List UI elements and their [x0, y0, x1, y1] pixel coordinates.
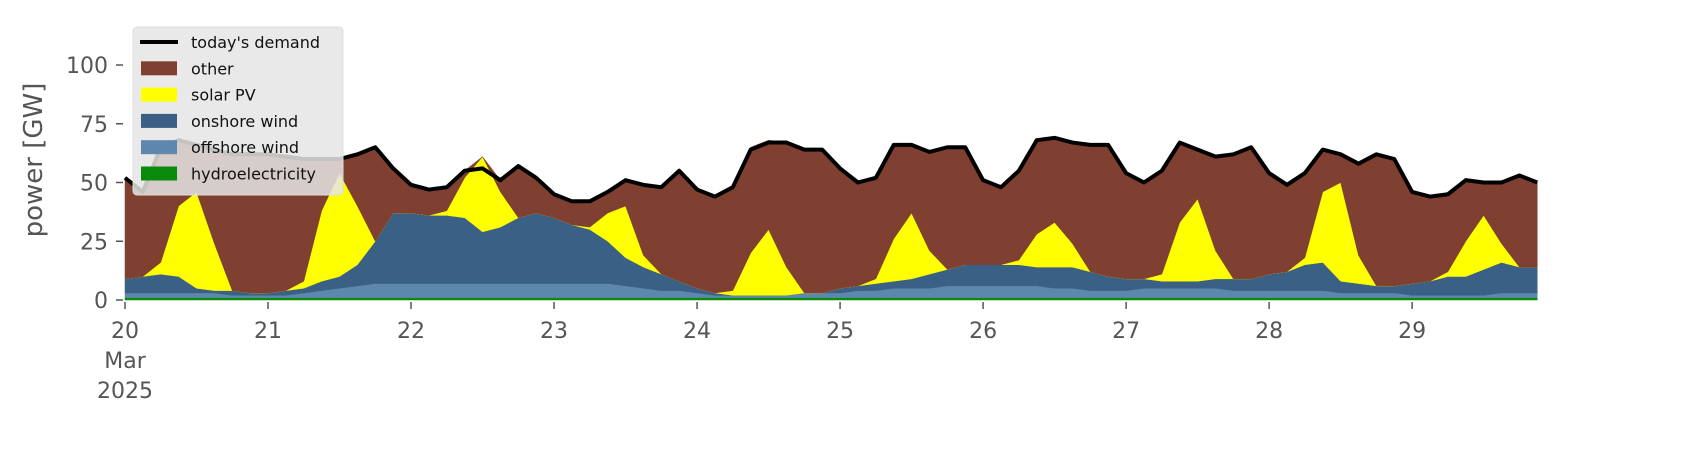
- legend-patch: [141, 166, 177, 181]
- x-tick-label: 23: [540, 319, 568, 344]
- legend-patch: [141, 87, 177, 102]
- y-tick-label: 100: [66, 54, 108, 79]
- y-tick-label: 50: [80, 172, 108, 197]
- x-tick-label: 21: [254, 319, 282, 344]
- legend-box: [132, 26, 344, 196]
- legend-label: offshore wind: [191, 138, 299, 157]
- legend-patch: [141, 113, 177, 128]
- legend-label: today's demand: [191, 33, 320, 52]
- legend-label: onshore wind: [191, 112, 298, 131]
- y-tick-label: 25: [80, 230, 108, 255]
- legend-label: solar PV: [191, 86, 256, 105]
- x-tick-label: 22: [397, 319, 425, 344]
- x-tick-label: 28: [1255, 319, 1283, 344]
- y-axis-label: power [GW]: [19, 83, 49, 238]
- legend-label: hydroelectricity: [191, 165, 316, 184]
- x-tick-label: 20 Mar 2025: [97, 319, 153, 404]
- x-tick-label: 26: [969, 319, 997, 344]
- legend-patch: [141, 140, 177, 155]
- y-tick-label: 75: [80, 113, 108, 138]
- legend-label: other: [191, 59, 234, 78]
- x-tick-label: 27: [1112, 319, 1140, 344]
- x-tick-label: 25: [826, 319, 854, 344]
- area: [124, 297, 1538, 301]
- x-tick-label: 24: [683, 319, 711, 344]
- y-tick-label: 0: [94, 289, 108, 314]
- legend-patch: [141, 61, 177, 76]
- legend: today's demand other solar PV onshore wind o…: [132, 26, 344, 196]
- x-tick-label: 29: [1398, 319, 1426, 344]
- demand-line: [123, 135, 1539, 204]
